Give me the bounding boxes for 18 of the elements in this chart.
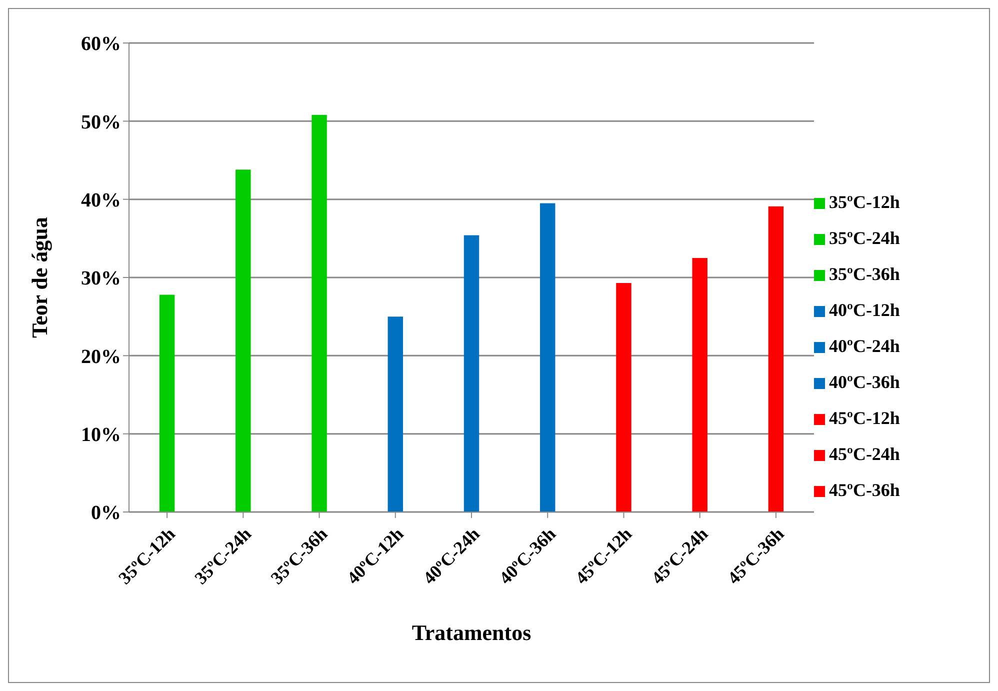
- legend-label: 45ºC-36h: [829, 480, 900, 500]
- legend-label: 45ºC-12h: [829, 408, 900, 428]
- y-tick-label: 40%: [81, 189, 121, 212]
- y-tick-label: 20%: [81, 346, 121, 368]
- legend-label: 35ºC-12h: [829, 192, 900, 212]
- y-tick-label: 0%: [91, 502, 121, 524]
- legend-label: 35ºC-24h: [829, 228, 900, 248]
- legend-label: 35ºC-36h: [829, 264, 900, 284]
- y-axis-title: Teor de água: [26, 216, 52, 338]
- x-axis-title: Tratamentos: [412, 620, 532, 645]
- y-tick-label: 10%: [81, 424, 121, 446]
- y-tick-label: 60%: [81, 33, 121, 56]
- legend-label: 40ºC-24h: [829, 336, 900, 356]
- legend-label: 45ºC-24h: [829, 444, 900, 464]
- legend-label: 40ºC-12h: [829, 300, 900, 320]
- y-tick-label: 50%: [81, 111, 121, 134]
- y-tick-label: 30%: [81, 268, 121, 290]
- legend-label: 40ºC-36h: [829, 372, 900, 392]
